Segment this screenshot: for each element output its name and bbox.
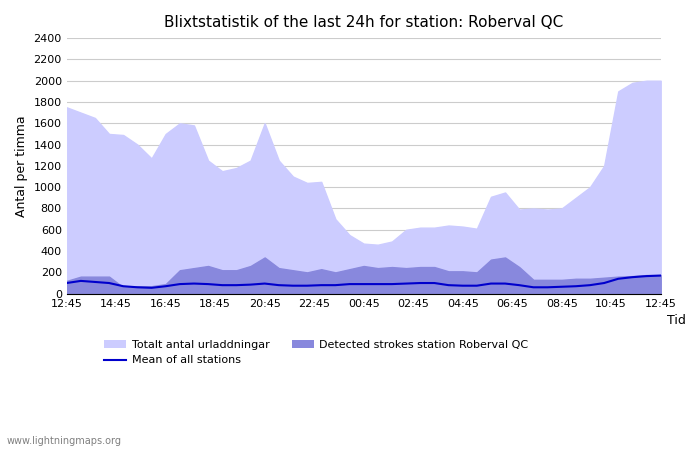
- Legend: Totalt antal urladdningar, Mean of all stations, Detected strokes station Roberv: Totalt antal urladdningar, Mean of all s…: [99, 335, 533, 370]
- Y-axis label: Antal per timma: Antal per timma: [15, 115, 28, 217]
- Text: Tid: Tid: [666, 314, 685, 327]
- Text: www.lightningmaps.org: www.lightningmaps.org: [7, 436, 122, 446]
- Title: Blixtstatistik of the last 24h for station: Roberval QC: Blixtstatistik of the last 24h for stati…: [164, 15, 564, 30]
